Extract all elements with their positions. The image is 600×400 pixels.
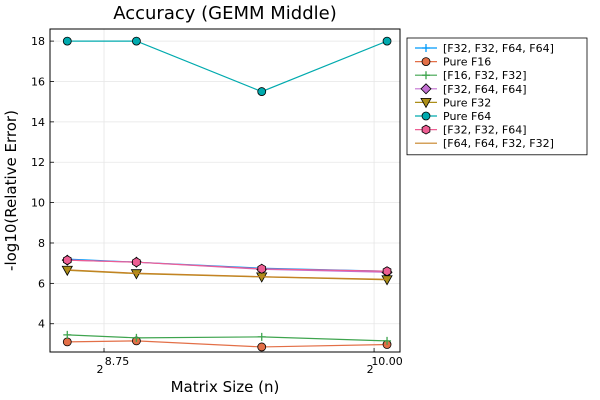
y-tick-label: 4 [38, 318, 45, 331]
legend-label: [F32, F32, F64, F64] [443, 42, 554, 55]
series-5 [62, 36, 392, 96]
x-tick-exponent: 8.75 [105, 355, 130, 368]
data-point [132, 257, 141, 268]
data-point [382, 36, 392, 46]
legend-label: Pure F16 [443, 56, 491, 69]
legend-marker [421, 124, 431, 135]
data-point [383, 336, 392, 345]
series-line [67, 334, 388, 342]
plot-frame [49, 28, 401, 353]
data-point [63, 330, 72, 339]
y-tick-label: 18 [31, 35, 45, 48]
legend-marker [422, 71, 430, 80]
legend-label: Pure F64 [443, 110, 491, 123]
y-tick-label: 8 [38, 237, 45, 250]
legend-entry: [F16, F32, F32] [415, 69, 527, 82]
legend-entry: [F64, F64, F32, F32] [415, 137, 554, 150]
legend-entry: [F32, F32, F64, F64] [415, 42, 554, 55]
grid [50, 29, 400, 352]
legend-entry: Pure F16 [415, 56, 491, 69]
x-tick-label: 2 [97, 363, 104, 376]
legend-marker [420, 98, 432, 109]
legend-marker [421, 57, 431, 66]
series-1 [62, 336, 392, 352]
data-point [257, 332, 266, 341]
legend-entry: Pure F32 [415, 96, 491, 109]
series-7 [67, 269, 388, 280]
x-axis-label: Matrix Size (n) [171, 378, 280, 396]
legend-label: [F64, F64, F32, F32] [443, 137, 554, 150]
y-tick-label: 10 [31, 197, 45, 210]
data-point [62, 255, 72, 266]
data-point [132, 36, 141, 46]
x-tick-label: 2 [367, 363, 374, 376]
series-line [67, 259, 388, 272]
y-tick-label: 16 [31, 75, 45, 88]
legend: [F32, F32, F64, F64]Pure F16[F16, F32, F… [406, 37, 588, 156]
legend-box [406, 37, 588, 156]
y-axis-label: -log10(Relative Error) [2, 110, 20, 271]
data-point [130, 269, 143, 280]
data-point [257, 263, 267, 274]
series-6 [62, 255, 392, 277]
chart-title: Accuracy (GEMM Middle) [113, 3, 337, 24]
legend-marker [420, 83, 432, 95]
series-line [67, 340, 388, 348]
data-point [132, 333, 141, 342]
data-point [257, 342, 267, 352]
y-tick-label: 6 [38, 277, 45, 290]
y-tick-label: 12 [31, 156, 45, 169]
legend-entry: [F32, F64, F64] [415, 83, 527, 96]
series-layer [61, 36, 393, 352]
legend-marker [422, 44, 430, 52]
series-line [67, 269, 388, 280]
legend-label: Pure F32 [443, 96, 491, 109]
series-line [67, 40, 388, 93]
data-point [61, 265, 73, 277]
legend-label: [F32, F32, F64] [443, 124, 527, 137]
y-axis-ticks: 4 6 8 10 12 14 16 18 [31, 35, 54, 331]
legend-entry: [F32, F32, F64] [415, 124, 527, 137]
x-tick-exponent: 10.00 [371, 355, 403, 368]
legend-label: [F32, F64, F64] [443, 83, 527, 96]
data-point [62, 36, 72, 46]
data-point [382, 266, 392, 277]
y-tick-label: 14 [31, 116, 45, 129]
legend-label: [F16, F32, F32] [443, 69, 527, 82]
legend-entry: Pure F64 [415, 110, 491, 123]
data-point [62, 337, 72, 347]
series-2 [63, 330, 392, 345]
data-point [257, 87, 267, 96]
legend-marker [421, 111, 431, 121]
